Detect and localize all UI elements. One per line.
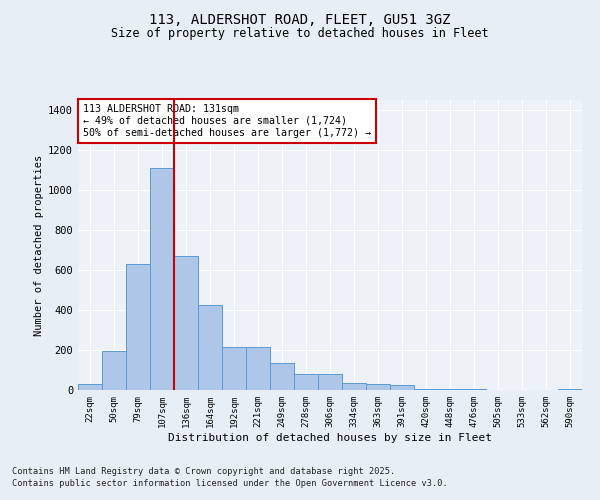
Text: 113, ALDERSHOT ROAD, FLEET, GU51 3GZ: 113, ALDERSHOT ROAD, FLEET, GU51 3GZ	[149, 12, 451, 26]
Bar	[390, 385, 414, 390]
Text: Size of property relative to detached houses in Fleet: Size of property relative to detached ho…	[111, 28, 489, 40]
Bar	[294, 374, 318, 390]
Y-axis label: Number of detached properties: Number of detached properties	[34, 154, 44, 336]
Bar	[270, 363, 294, 390]
X-axis label: Distribution of detached houses by size in Fleet: Distribution of detached houses by size …	[168, 432, 492, 442]
Bar	[318, 374, 342, 390]
Bar	[78, 384, 102, 390]
Bar	[414, 389, 438, 390]
Bar	[222, 347, 246, 390]
Text: Contains HM Land Registry data © Crown copyright and database right 2025.: Contains HM Land Registry data © Crown c…	[12, 468, 395, 476]
Text: 113 ALDERSHOT ROAD: 131sqm
← 49% of detached houses are smaller (1,724)
50% of s: 113 ALDERSHOT ROAD: 131sqm ← 49% of deta…	[83, 104, 371, 138]
Bar	[198, 305, 222, 390]
Bar	[102, 351, 126, 390]
Bar	[438, 389, 462, 390]
Bar	[342, 383, 366, 390]
Bar	[150, 168, 174, 390]
Bar	[126, 264, 150, 390]
Text: Contains public sector information licensed under the Open Government Licence v3: Contains public sector information licen…	[12, 479, 448, 488]
Bar	[174, 256, 198, 390]
Bar	[558, 389, 582, 390]
Bar	[246, 347, 270, 390]
Bar	[462, 389, 486, 390]
Bar	[366, 384, 390, 390]
